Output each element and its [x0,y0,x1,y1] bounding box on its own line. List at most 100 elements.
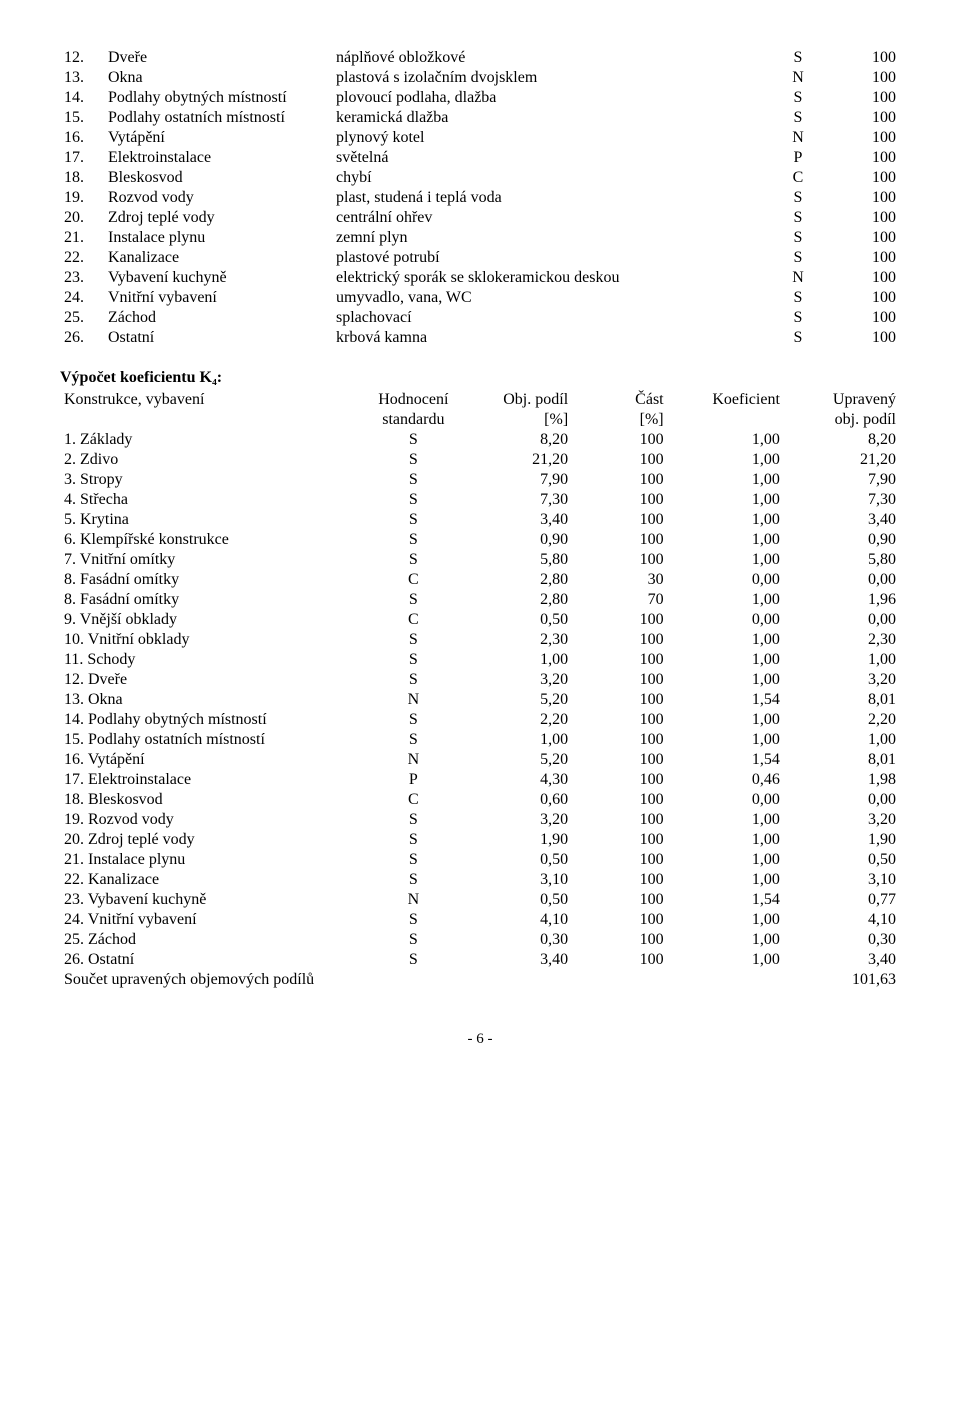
cell-koef: 0,00 [668,570,784,590]
cell-obj: 0,50 [467,890,572,910]
cell-hod: S [360,650,467,670]
row-code: S [764,108,832,128]
cell-obj: 0,90 [467,530,572,550]
row-code: S [764,228,832,248]
row-num: 23. [60,268,104,288]
cell-upr: 1,90 [784,830,900,850]
cell-cast: 100 [572,710,667,730]
table-row: 8. Fasádní omítkyC2,80300,000,00 [60,570,900,590]
cell-obj: 1,00 [467,650,572,670]
cell-koef: 1,00 [668,930,784,950]
cell-upr: 3,40 [784,950,900,970]
cell-upr: 1,98 [784,770,900,790]
cell-upr: 0,00 [784,610,900,630]
row-name: Rozvod vody [104,188,332,208]
col-subheader-obj: [%] [467,410,572,430]
cell-upr: 2,20 [784,710,900,730]
col-header-hod: Hodnocení [360,390,467,410]
cell-cast: 100 [572,650,667,670]
row-val: 100 [832,128,900,148]
cell-hod: N [360,890,467,910]
row-name: Vybavení kuchyně [104,268,332,288]
cell-obj: 4,10 [467,910,572,930]
table-row: 16.Vytápěníplynový kotelN100 [60,128,900,148]
table-row: 26.Ostatníkrbová kamnaS100 [60,328,900,348]
sum-label: Součet upravených objemových podílů [60,970,784,990]
cell-name: 15. Podlahy ostatních místností [60,730,360,750]
cell-upr: 0,00 [784,790,900,810]
cell-cast: 100 [572,890,667,910]
cell-upr: 8,20 [784,430,900,450]
cell-upr: 3,20 [784,670,900,690]
cell-koef: 0,00 [668,790,784,810]
cell-upr: 8,01 [784,750,900,770]
row-code: S [764,188,832,208]
cell-obj: 1,90 [467,830,572,850]
row-num: 26. [60,328,104,348]
cell-cast: 100 [572,430,667,450]
table-row: 24.Vnitřní vybaveníumyvadlo, vana, WCS10… [60,288,900,308]
cell-obj: 3,20 [467,810,572,830]
table-row: 12. DveřeS3,201001,003,20 [60,670,900,690]
table-row: 15.Podlahy ostatních místnostíkeramická … [60,108,900,128]
cell-hod: S [360,530,467,550]
cell-obj: 0,50 [467,610,572,630]
row-num: 14. [60,88,104,108]
cell-koef: 0,46 [668,770,784,790]
row-val: 100 [832,188,900,208]
table-row: 13. OknaN5,201001,548,01 [60,690,900,710]
cell-upr: 0,30 [784,930,900,950]
cell-cast: 100 [572,730,667,750]
cell-name: 14. Podlahy obytných místností [60,710,360,730]
cell-koef: 1,00 [668,730,784,750]
table-row: 6. Klempířské konstrukceS0,901001,000,90 [60,530,900,550]
row-code: S [764,88,832,108]
row-name: Elektroinstalace [104,148,332,168]
row-num: 13. [60,68,104,88]
row-code: S [764,328,832,348]
sum-value: 101,63 [784,970,900,990]
cell-upr: 1,00 [784,650,900,670]
cell-upr: 2,30 [784,630,900,650]
table-row: 19. Rozvod vodyS3,201001,003,20 [60,810,900,830]
row-name: Podlahy obytných místností [104,88,332,108]
row-desc: plynový kotel [332,128,764,148]
cell-obj: 4,30 [467,770,572,790]
cell-koef: 0,00 [668,610,784,630]
table-row: 24. Vnitřní vybaveníS4,101001,004,10 [60,910,900,930]
cell-koef: 1,00 [668,430,784,450]
cell-hod: S [360,630,467,650]
cell-hod: P [360,770,467,790]
cell-name: 12. Dveře [60,670,360,690]
row-desc: zemní plyn [332,228,764,248]
cell-obj: 5,20 [467,750,572,770]
row-num: 15. [60,108,104,128]
row-desc: umyvadlo, vana, WC [332,288,764,308]
row-desc: centrální ohřev [332,208,764,228]
cell-name: 24. Vnitřní vybavení [60,910,360,930]
row-num: 17. [60,148,104,168]
cell-hod: C [360,570,467,590]
table-row: 16. VytápěníN5,201001,548,01 [60,750,900,770]
cell-hod: S [360,450,467,470]
row-desc: plastová s izolačním dvojsklem [332,68,764,88]
cell-name: 4. Střecha [60,490,360,510]
cell-name: 10. Vnitřní obklady [60,630,360,650]
cell-cast: 100 [572,790,667,810]
cell-hod: S [360,510,467,530]
row-desc: splachovací [332,308,764,328]
row-val: 100 [832,328,900,348]
cell-hod: S [360,710,467,730]
cell-cast: 100 [572,550,667,570]
page-number: - 6 - [60,1030,900,1049]
cell-name: 5. Krytina [60,510,360,530]
cell-name: 7. Vnitřní omítky [60,550,360,570]
cell-cast: 100 [572,690,667,710]
cell-hod: S [360,850,467,870]
cell-hod: N [360,690,467,710]
cell-hod: C [360,610,467,630]
row-num: 16. [60,128,104,148]
row-desc: keramická dlažba [332,108,764,128]
cell-koef: 1,00 [668,830,784,850]
col-header-upr: Upravený [784,390,900,410]
